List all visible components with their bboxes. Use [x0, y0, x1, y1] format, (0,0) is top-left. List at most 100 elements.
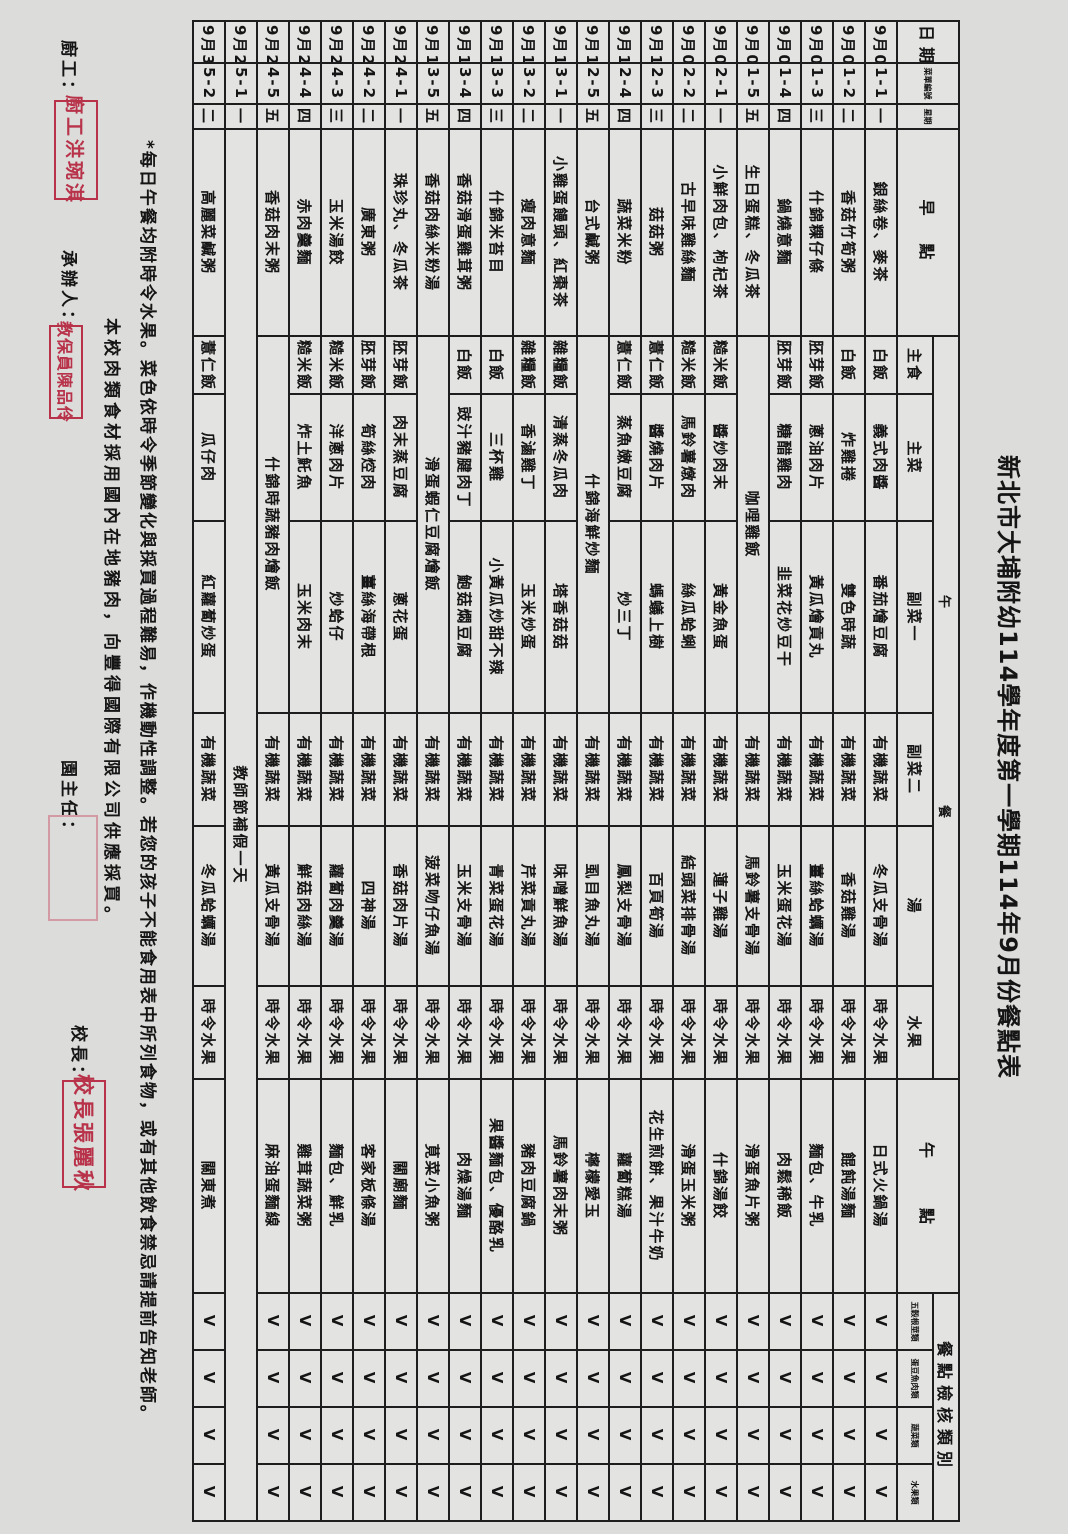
side-dish-1-cell: 玉米炒蛋 [514, 522, 544, 712]
breakfast-cell: 生日蛋糕、冬瓜茶 [738, 130, 768, 335]
table-row: 9月30日 5-2 二高麗菜鹹粥 薏仁飯 瓜仔肉 紅蘿蔔炒蛋 有機蔬菜 冬瓜蛤蠣湯 時令水果 關東… [194, 22, 224, 1521]
breakfast-cell: 香菇竹筍粥 [834, 130, 864, 335]
date-cell: 9月02日 [834, 22, 864, 62]
breakfast-cell: 高麗菜鹹粥 [194, 130, 224, 335]
check-mark: V [194, 1408, 224, 1464]
check-mark: V [866, 1294, 896, 1350]
weekday-cell: 五 [578, 105, 608, 128]
soup-cell: 玉米支骨湯 [450, 827, 480, 985]
side-dish-2-cell: 有機蔬菜 [738, 714, 768, 825]
main-dish-cell: 筍絲焢肉 [354, 395, 384, 520]
side-dish-2-cell: 有機蔬菜 [802, 714, 832, 825]
main-dish-cell: 馬鈴薯燉肉 [674, 395, 704, 520]
check-mark: V [674, 1465, 704, 1521]
check-mark: V [482, 1351, 512, 1407]
check-mark: V [674, 1294, 704, 1350]
side-dish-2-cell: 有機蔬菜 [418, 714, 448, 825]
staple-cell: 白飯 [866, 337, 896, 393]
weekday-cell: 四 [610, 105, 640, 128]
header-breakfast: 早 點 [898, 130, 958, 335]
side-dish-2-cell: 有機蔬菜 [706, 714, 736, 825]
header-check-col: 五穀根莖類 [898, 1294, 932, 1350]
check-mark: V [418, 1408, 448, 1464]
fruit-cell: 時令水果 [802, 987, 832, 1079]
main-dish-cell: 醬炒肉末 [706, 395, 736, 520]
check-mark: V [770, 1465, 800, 1521]
fruit-cell: 時令水果 [418, 987, 448, 1079]
check-mark: V [642, 1465, 672, 1521]
check-mark: V [802, 1294, 832, 1350]
side-dish-2-cell: 有機蔬菜 [354, 714, 384, 825]
check-mark: V [610, 1465, 640, 1521]
check-mark: V [418, 1351, 448, 1407]
check-mark: V [834, 1465, 864, 1521]
check-mark: V [514, 1465, 544, 1521]
menu-table: 日期 菜單編號 星期 早 點 午 餐 午 點 餐點檢核類別 主食 主菜 副菜一 副菜二… [192, 20, 960, 1523]
check-mark: V [386, 1408, 416, 1464]
table-row: 9月26日 4-5 五香菇肉末粥 什錦時蔬豬肉燴飯 有機蔬菜 黃瓜支骨湯 時令水果 麻油蛋麵線… [258, 22, 288, 1521]
snack-cell: 關東煮 [194, 1080, 224, 1293]
check-mark: V [578, 1294, 608, 1350]
staple-cell: 胚芽飯 [386, 337, 416, 393]
page-title: 新北市大埔附幼114學年度第一學期114年9月份餐點表 [994, 455, 1022, 1079]
fruit-cell: 時令水果 [674, 987, 704, 1079]
weekday-cell: 一 [706, 105, 736, 128]
check-mark: V [770, 1351, 800, 1407]
fruit-cell: 時令水果 [450, 987, 480, 1079]
soup-cell: 青菜蛋花湯 [482, 827, 512, 985]
handler-label: 承辦人： [58, 250, 78, 330]
table-row: 9月16日 3-2 二瘦肉意麵 雜糧飯 香滷雞丁 玉米炒蛋 有機蔬菜 芹菜貢丸湯 時令水果 豬肉豆… [514, 22, 544, 1521]
side-dish-1-cell: 螞蟻上樹 [642, 522, 672, 712]
menu-code-cell: 3-5 [418, 64, 448, 103]
menu-code-cell: 5-2 [194, 64, 224, 103]
snack-cell: 豬肉豆腐鍋 [514, 1080, 544, 1293]
main-dish-cell: 義式肉醬 [866, 395, 896, 520]
check-mark: V [578, 1465, 608, 1521]
side-dish-2-cell: 有機蔬菜 [674, 714, 704, 825]
staple-cell: 糙米飯 [290, 337, 320, 393]
main-dish-cell: 糖醋雞肉 [770, 395, 800, 520]
date-cell: 9月29日 [226, 22, 256, 62]
snack-cell: 餛飩湯麵 [834, 1080, 864, 1293]
side-dish-1-cell: 炒三丁 [610, 522, 640, 712]
table-row: 9月02日 1-2 二香菇竹筍粥 白飯 炸雞捲 雙色時蔬 有機蔬菜 香菇雞湯 時令水果 餛飩湯麵 V… [834, 22, 864, 1521]
menu-code-cell: 2-4 [610, 64, 640, 103]
side-dish-1-cell: 玉米肉末 [290, 522, 320, 712]
menu-code-cell: 1-3 [802, 64, 832, 103]
fruit-cell: 時令水果 [514, 987, 544, 1079]
menu-code-cell: 4-2 [354, 64, 384, 103]
check-mark: V [194, 1294, 224, 1350]
header-check-col: 蔬菜類 [898, 1408, 932, 1464]
header-lunch-col: 副菜二 [898, 714, 932, 825]
weekday-cell: 一 [386, 105, 416, 128]
soup-cell: 薑絲蛤蠣湯 [802, 827, 832, 985]
date-cell: 9月04日 [770, 22, 800, 62]
fruit-cell: 時令水果 [194, 987, 224, 1079]
footnote-2: 本校肉類食材採用國內在地豬肉，向豐得國際有限公司供應採買。 [101, 318, 121, 927]
check-mark: V [546, 1294, 576, 1350]
date-cell: 9月16日 [514, 22, 544, 62]
side-dish-1-cell: 雙色時蔬 [834, 522, 864, 712]
fruit-cell: 時令水果 [354, 987, 384, 1079]
menu-code-cell: 3-1 [546, 64, 576, 103]
staple-cell: 胚芽飯 [802, 337, 832, 393]
breakfast-cell: 香菇肉末粥 [258, 130, 288, 335]
check-mark: V [642, 1351, 672, 1407]
check-mark: V [354, 1294, 384, 1350]
main-dish-cell: 清蒸冬瓜肉 [546, 395, 576, 520]
menu-code-cell: 4-4 [290, 64, 320, 103]
header-date: 日期 [898, 22, 958, 62]
fruit-cell: 時令水果 [578, 987, 608, 1079]
main-dish-cell: 蔥油肉片 [802, 395, 832, 520]
principal-stamp: 校長張麗秋 [62, 1074, 106, 1194]
date-cell: 9月01日 [866, 22, 896, 62]
side-dish-1-cell: 塔香菇菇 [546, 522, 576, 712]
date-cell: 9月17日 [482, 22, 512, 62]
table-row: 9月11日 2-4 四蔬菜米粉 薏仁飯 蒸魚嫩豆腐 炒三丁 有機蔬菜 鳳梨支骨湯 時令水果 蘿蔔糕… [610, 22, 640, 1521]
check-mark: V [866, 1351, 896, 1407]
lunch-combo-cell: 滑蛋蝦仁豆腐燴飯 [418, 337, 448, 712]
breakfast-cell: 香菇滑蛋雞茸粥 [450, 130, 480, 335]
check-mark: V [866, 1408, 896, 1464]
table-row: 9月03日 1-3 三什錦粿仔條 胚芽飯 蔥油肉片 黃瓜燴貢丸 有機蔬菜 薑絲蛤蠣湯 時令水果麵… [802, 22, 832, 1521]
weekday-cell: 一 [866, 105, 896, 128]
